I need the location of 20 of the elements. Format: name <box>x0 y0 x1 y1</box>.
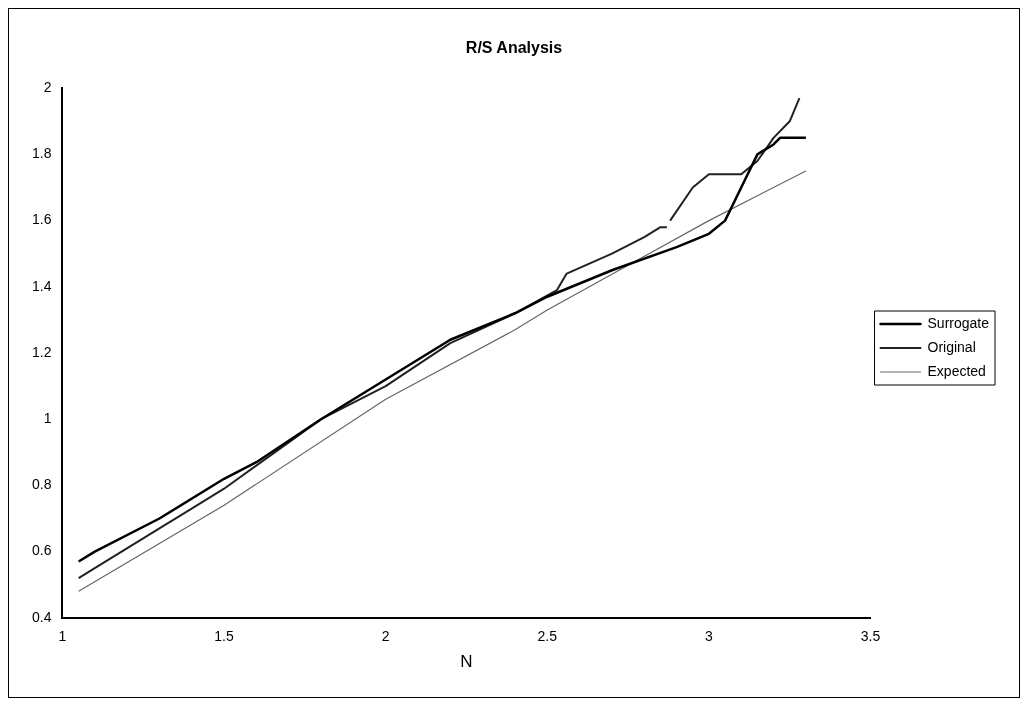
y-tick-label: 0.4 <box>31 608 52 625</box>
legend-label: Original <box>927 338 976 355</box>
y-tick-label: 0.6 <box>31 542 52 559</box>
y-tick-label: 1.2 <box>31 343 52 360</box>
y-tick-label: 2 <box>43 79 52 96</box>
y-tick-label: 1.4 <box>31 277 52 294</box>
x-axis-title: N <box>460 652 473 672</box>
x-tick-label: 2.5 <box>537 628 558 645</box>
y-tick-label: 0.8 <box>31 476 52 493</box>
chart-title: R/S Analysis <box>465 39 563 57</box>
x-tick-label: 1 <box>58 628 67 645</box>
legend-label: Surrogate <box>927 314 990 331</box>
x-tick-label: 3 <box>705 628 714 645</box>
y-tick-label: 1.6 <box>31 211 52 228</box>
x-tick-label: 1.5 <box>214 628 235 645</box>
y-tick-label: 1.8 <box>31 145 52 162</box>
legend-label: Expected <box>927 362 986 379</box>
x-tick-label: 3.5 <box>860 628 881 645</box>
y-tick-label: 1 <box>43 410 52 427</box>
x-tick-label: 2 <box>381 628 390 645</box>
